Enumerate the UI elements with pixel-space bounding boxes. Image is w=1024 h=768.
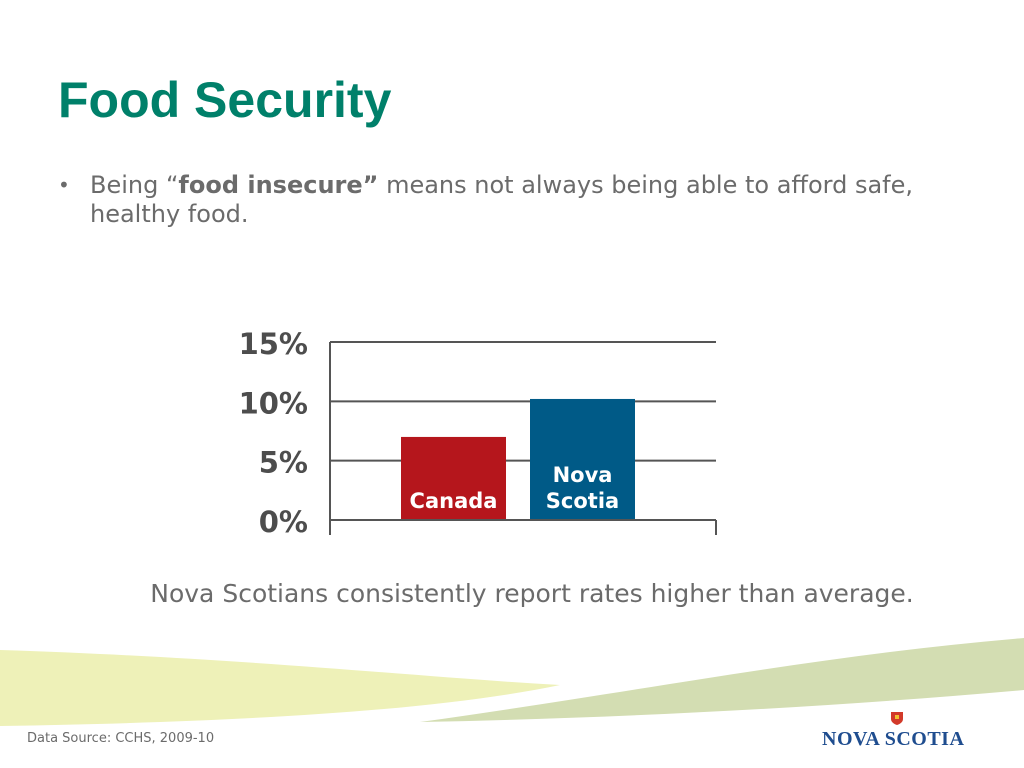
bar-label: Nova (553, 463, 613, 487)
bullet-prefix: Being “ (90, 171, 179, 199)
decorative-wave-band (0, 638, 1024, 726)
data-source-note: Data Source: CCHS, 2009-10 (27, 731, 215, 746)
bar-label: Scotia (546, 489, 619, 513)
wave-sage (420, 638, 1024, 722)
y-tick-label: 10% (239, 386, 308, 420)
bullet-text: Being “food insecure” means not always b… (90, 171, 938, 229)
slide-title: Food Security (58, 72, 392, 128)
wave-light (0, 650, 560, 726)
bullet-point: • Being “food insecure” means not always… (58, 171, 938, 229)
y-tick-label: 0% (259, 505, 308, 539)
bar-label: Canada (410, 489, 498, 513)
logo-wordmark: NOVA SCOTIA (822, 728, 965, 750)
bullet-marker: • (58, 173, 70, 197)
bullet-bold-term: food insecure” (178, 171, 379, 199)
chart-caption: Nova Scotians consistently report rates … (150, 579, 914, 608)
food-insecurity-chart: 0% 5% 10% 15% Canada Nova Scotia (225, 320, 725, 540)
y-tick-label: 15% (239, 327, 308, 361)
bar (401, 436, 506, 519)
bullet-suffix: means not always being able to afford sa… (90, 171, 913, 228)
nova-scotia-logo: NOVA SCOTIA (818, 710, 978, 754)
nova-scotia-flag-icon (891, 712, 903, 725)
y-tick-label: 5% (259, 446, 308, 480)
bar (530, 398, 635, 519)
